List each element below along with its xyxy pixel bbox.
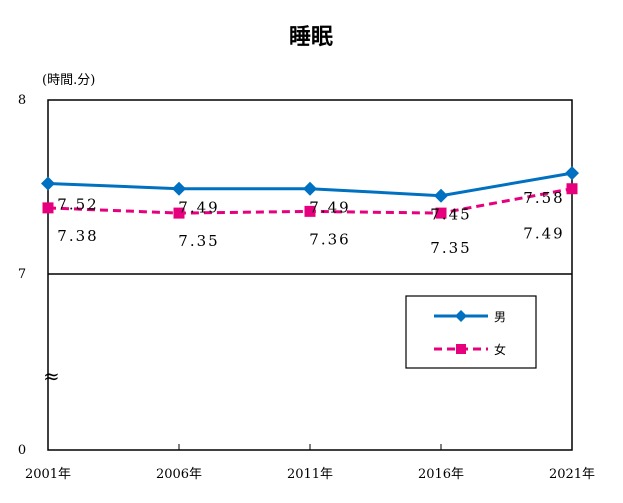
legend-marker-0	[455, 310, 467, 322]
data-label-1: 7.35	[178, 232, 219, 250]
legend-box	[405, 295, 537, 369]
series-point-1	[304, 205, 316, 217]
legend-marker-1	[456, 344, 466, 354]
series-point-1	[566, 183, 578, 195]
legend: 男女	[405, 295, 537, 369]
data-label-0: 7.58	[523, 189, 564, 207]
series-point-0	[172, 181, 186, 196]
data-label-0: 7.45	[430, 206, 471, 224]
series-point-0	[565, 166, 579, 181]
y-unit-label: (時間.分)	[42, 73, 95, 88]
plot-frame	[47, 99, 573, 451]
data-label-1: 7.36	[309, 230, 350, 248]
x-tick-label: 2006年	[156, 467, 202, 482]
legend-label-0: 男	[494, 310, 506, 324]
series-point-1	[435, 207, 447, 219]
x-tick-label: 2001年	[25, 467, 71, 482]
axis-break-symbol: ≈	[43, 364, 60, 388]
x-tick-label: 2016年	[418, 467, 464, 482]
chart-title: 睡眠	[289, 25, 333, 50]
series-point-0	[303, 181, 317, 196]
series-point-1	[173, 207, 185, 219]
series-point-0	[41, 176, 55, 191]
legend-label-1: 女	[494, 342, 506, 357]
series-point-1	[42, 202, 54, 214]
data-label-1: 7.38	[57, 227, 98, 245]
data-label-0: 7.49	[309, 199, 350, 217]
data-label-0: 7.52	[57, 196, 98, 214]
y-tick-label: 8	[18, 93, 26, 108]
series-point-0	[434, 188, 448, 203]
y-tick-label: 0	[18, 443, 26, 458]
data-label-1: 7.49	[523, 225, 564, 243]
y-tick-label: 7	[18, 267, 26, 282]
x-tick-label: 2021年	[549, 467, 595, 482]
data-label-0: 7.49	[178, 199, 219, 217]
x-tick-label: 2011年	[287, 467, 333, 482]
data-label-1: 7.35	[430, 239, 471, 257]
